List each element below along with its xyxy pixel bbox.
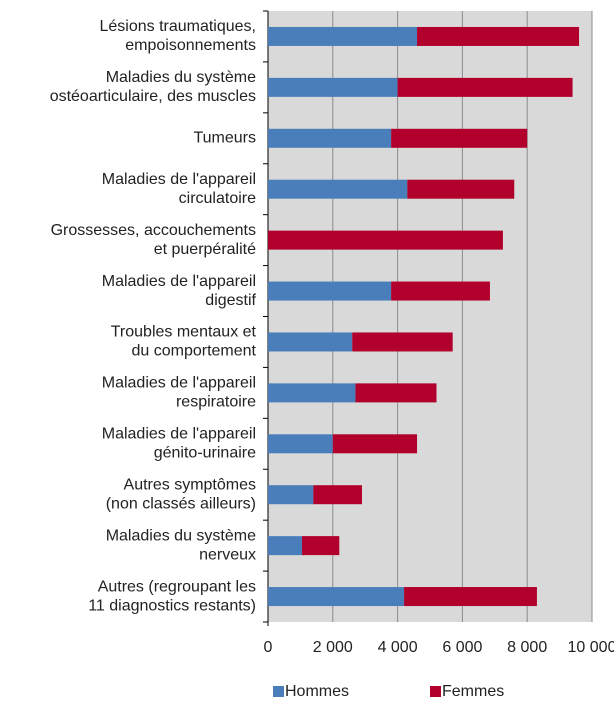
plot-area [268,11,592,622]
bar-segment [268,281,392,301]
y-tick-label: (non classés ailleurs) [106,495,256,512]
y-tick-label: Maladies de l'appareil [102,273,256,290]
y-tick-label: respiratoire [176,394,256,411]
bar-segment [332,434,418,454]
y-tick-label: Grossesses, accouchements [51,222,256,239]
legend-label: Femmes [442,683,504,700]
bar-segment [407,179,515,199]
x-tick-label: 8 000 [507,639,547,656]
legend-label: Hommes [285,683,349,700]
y-tick-label: nerveux [199,546,256,563]
x-tick-label: 10 000 [568,639,614,656]
bar-segment [268,485,314,505]
y-tick-label: digestif [205,292,256,309]
bar-segment [313,485,362,505]
y-tick-label: Troubles mentaux et [111,324,257,341]
y-tick-label: génito-urinaire [154,445,256,462]
bar-segment [268,587,405,607]
y-tick-label: du comportement [131,343,256,360]
x-tick-label: 2 000 [313,639,353,656]
y-tick-label: et puerpéralité [154,241,256,258]
bar-segment [268,128,392,148]
x-tick-label: 0 [264,639,273,656]
bar-segment [268,332,353,352]
legend-swatch [273,686,284,697]
bar-segment [268,536,303,556]
bar-segment [417,26,580,46]
y-tick-label: empoisonnements [125,37,256,54]
y-tick-label: Maladies du système [106,527,256,544]
bar-segment [268,434,333,454]
y-tick-label: Tumeurs [193,130,256,147]
bar-segment [268,383,356,403]
bar-segment [397,77,573,97]
bar-segment [391,281,490,301]
bar-segment [268,77,398,97]
bar-segment [268,179,408,199]
y-tick-label: Maladies de l'appareil [102,375,256,392]
y-tick-label: Lésions traumatiques, [99,18,256,35]
x-tick-label: 4 000 [378,639,418,656]
bar-segment [355,383,437,403]
y-tick-label: Maladies de l'appareil [102,171,256,188]
y-tick-label: Autres symptômes [124,476,256,493]
bar-segment [352,332,453,352]
y-tick-label: Autres (regroupant les [98,578,256,595]
y-tick-label: Maladies de l'appareil [102,426,256,443]
y-tick-label: Maladies du système [106,69,256,86]
y-tick-label: 11 diagnostics restants) [88,597,256,614]
y-tick-label: circulatoire [179,190,256,207]
y-tick-label: ostéoarticulaire, des muscles [50,88,256,105]
bar-segment [391,128,528,148]
bar-segment [404,587,537,607]
legend-swatch [430,686,441,697]
x-tick-label: 6 000 [442,639,482,656]
bar-segment [302,536,340,556]
bar-segment [268,230,503,250]
bar-segment [268,26,418,46]
